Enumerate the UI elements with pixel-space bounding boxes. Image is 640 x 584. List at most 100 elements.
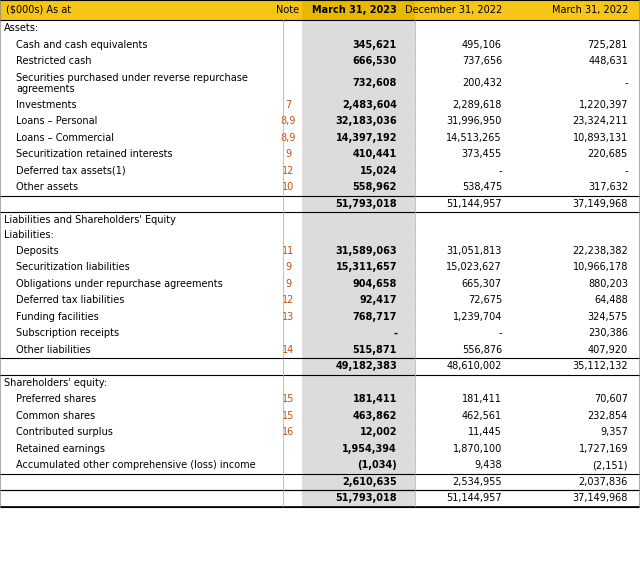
Text: Deposits: Deposits <box>16 246 59 256</box>
Text: 15,023,627: 15,023,627 <box>446 262 502 272</box>
Text: 14,397,192: 14,397,192 <box>335 133 397 142</box>
Text: 10: 10 <box>282 182 294 192</box>
Bar <box>0 0 640 20</box>
Text: Retained earnings: Retained earnings <box>16 444 105 454</box>
Bar <box>302 36 415 53</box>
Bar <box>0 342 302 358</box>
Bar <box>302 196 415 212</box>
Bar <box>415 292 640 308</box>
Text: Assets:: Assets: <box>4 23 39 33</box>
Text: Liabilities:: Liabilities: <box>4 231 54 241</box>
Text: 10,966,178: 10,966,178 <box>573 262 628 272</box>
Text: Preferred shares: Preferred shares <box>16 394 96 404</box>
Text: 23,324,211: 23,324,211 <box>572 116 628 126</box>
Bar <box>0 212 302 228</box>
Bar <box>302 342 415 358</box>
Text: Funding facilities: Funding facilities <box>16 312 99 322</box>
Text: 2,534,955: 2,534,955 <box>452 477 502 486</box>
Text: 12,002: 12,002 <box>360 427 397 437</box>
Bar <box>415 276 640 292</box>
Text: 373,455: 373,455 <box>461 150 502 159</box>
Text: 515,871: 515,871 <box>353 345 397 354</box>
Text: Liabilities and Shareholders' Equity: Liabilities and Shareholders' Equity <box>4 215 176 225</box>
Bar <box>302 242 415 259</box>
Bar <box>0 130 302 146</box>
Text: 11: 11 <box>282 246 294 256</box>
Bar <box>415 20 640 36</box>
Text: 15: 15 <box>282 411 294 420</box>
Bar <box>0 408 302 424</box>
Bar <box>302 325 415 342</box>
Text: Restricted cash: Restricted cash <box>16 56 92 66</box>
Bar <box>415 69 640 96</box>
Text: 9,357: 9,357 <box>600 427 628 437</box>
Bar <box>0 20 302 36</box>
Text: 31,589,063: 31,589,063 <box>335 246 397 256</box>
Text: 35,112,132: 35,112,132 <box>572 361 628 371</box>
Text: 200,432: 200,432 <box>462 78 502 88</box>
Bar <box>302 424 415 440</box>
Text: 31,051,813: 31,051,813 <box>447 246 502 256</box>
Text: 12: 12 <box>282 166 294 176</box>
Text: Other liabilities: Other liabilities <box>16 345 91 354</box>
Text: 181,411: 181,411 <box>462 394 502 404</box>
Text: 16: 16 <box>282 427 294 437</box>
Bar <box>302 130 415 146</box>
Text: 558,962: 558,962 <box>353 182 397 192</box>
Text: Securitization retained interests: Securitization retained interests <box>16 150 173 159</box>
Text: 72,675: 72,675 <box>468 296 502 305</box>
Text: 725,281: 725,281 <box>588 40 628 50</box>
Text: 556,876: 556,876 <box>461 345 502 354</box>
Text: 11,445: 11,445 <box>468 427 502 437</box>
Bar <box>0 113 302 130</box>
Text: 8,9: 8,9 <box>280 133 296 142</box>
Text: 15,311,657: 15,311,657 <box>335 262 397 272</box>
Text: 1,727,169: 1,727,169 <box>579 444 628 454</box>
Bar <box>302 358 415 374</box>
Text: 732,608: 732,608 <box>353 78 397 88</box>
Text: 1,220,397: 1,220,397 <box>579 100 628 110</box>
Bar <box>0 325 302 342</box>
Text: -: - <box>499 166 502 176</box>
Text: 92,417: 92,417 <box>360 296 397 305</box>
Text: Securities purchased under reverse repurchase: Securities purchased under reverse repur… <box>16 73 248 83</box>
Text: 324,575: 324,575 <box>588 312 628 322</box>
Bar <box>0 69 302 96</box>
Bar <box>415 96 640 113</box>
Bar <box>0 457 302 474</box>
Text: -: - <box>625 166 628 176</box>
Text: Subscription receipts: Subscription receipts <box>16 328 119 338</box>
Text: 1,954,394: 1,954,394 <box>342 444 397 454</box>
Text: 407,920: 407,920 <box>588 345 628 354</box>
Text: 317,632: 317,632 <box>588 182 628 192</box>
Bar <box>0 228 302 242</box>
Bar <box>415 162 640 179</box>
Bar <box>415 259 640 276</box>
Text: 10,893,131: 10,893,131 <box>573 133 628 142</box>
Text: Securitization liabilities: Securitization liabilities <box>16 262 130 272</box>
Bar <box>415 391 640 408</box>
Text: 665,307: 665,307 <box>462 279 502 288</box>
Bar <box>302 20 415 36</box>
Bar <box>415 179 640 196</box>
Bar <box>302 179 415 196</box>
Text: March 31, 2023: March 31, 2023 <box>312 5 397 15</box>
Text: 32,183,036: 32,183,036 <box>335 116 397 126</box>
Bar <box>415 146 640 162</box>
Bar <box>302 113 415 130</box>
Bar <box>302 408 415 424</box>
Bar <box>415 130 640 146</box>
Text: 2,483,604: 2,483,604 <box>342 100 397 110</box>
Bar <box>0 374 302 391</box>
Text: -: - <box>625 78 628 88</box>
Bar <box>302 69 415 96</box>
Bar <box>302 96 415 113</box>
Text: 880,203: 880,203 <box>588 279 628 288</box>
Text: Shareholders' equity:: Shareholders' equity: <box>4 378 107 388</box>
Text: Common shares: Common shares <box>16 411 95 420</box>
Text: 2,610,635: 2,610,635 <box>342 477 397 486</box>
Bar <box>302 212 415 228</box>
Text: Cash and cash equivalents: Cash and cash equivalents <box>16 40 147 50</box>
Text: 13: 13 <box>282 312 294 322</box>
Text: 181,411: 181,411 <box>353 394 397 404</box>
